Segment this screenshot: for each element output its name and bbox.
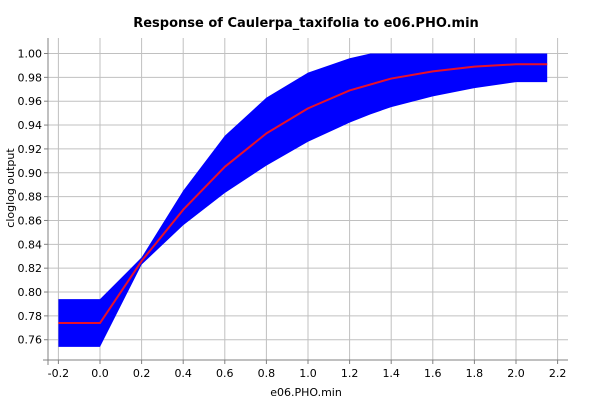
y-tick-label: 1.00 <box>18 48 43 61</box>
chart-title: Response of Caulerpa_taxifolia to e06.PH… <box>133 16 479 31</box>
y-tick-label: 0.90 <box>18 167 43 180</box>
confidence-band <box>58 53 548 347</box>
x-tick-label: 1.2 <box>341 367 359 380</box>
x-axis-label: e06.PHO.min <box>270 386 342 399</box>
x-tick-label: 0.4 <box>174 367 192 380</box>
y-tick-label: 0.78 <box>18 310 43 323</box>
y-tick-label: 0.96 <box>18 95 43 108</box>
x-tick-label: 2.2 <box>549 367 567 380</box>
y-tick-label: 0.82 <box>18 262 43 275</box>
x-tick-label: 1.6 <box>424 367 442 380</box>
axes <box>43 38 568 365</box>
confidence-band-layer <box>58 53 548 347</box>
x-tick-label: 0.0 <box>91 367 109 380</box>
x-tick-label: 2.0 <box>507 367 525 380</box>
x-tick-label: 0.2 <box>133 367 151 380</box>
y-tick-label: 0.80 <box>18 286 43 299</box>
y-tick-label: 0.98 <box>18 71 43 84</box>
y-tick-label: 0.92 <box>18 143 43 156</box>
x-tick-label: 0.8 <box>258 367 276 380</box>
x-tick-label: 1.4 <box>382 367 400 380</box>
x-tick-label: 1.0 <box>299 367 317 380</box>
y-tick-label: 0.94 <box>18 119 43 132</box>
y-tick-label: 0.76 <box>18 334 43 347</box>
y-tick-label: 0.84 <box>18 238 43 251</box>
y-axis-label: cloglog output <box>4 148 17 228</box>
mean-line-layer <box>58 63 548 325</box>
y-tick-label: 0.88 <box>18 191 43 204</box>
mean-response-line <box>58 63 548 325</box>
tick-labels: -0.2 0.0 0.2 0.4 0.6 0.8 1.0 1.2 1.4 1.6 1.8 2.0 2.2… <box>18 48 567 380</box>
y-tick-label: 0.86 <box>18 214 43 227</box>
x-tick-label: -0.2 <box>48 367 69 380</box>
x-tick-label: 0.6 <box>216 367 234 380</box>
x-tick-label: 1.8 <box>466 367 484 380</box>
